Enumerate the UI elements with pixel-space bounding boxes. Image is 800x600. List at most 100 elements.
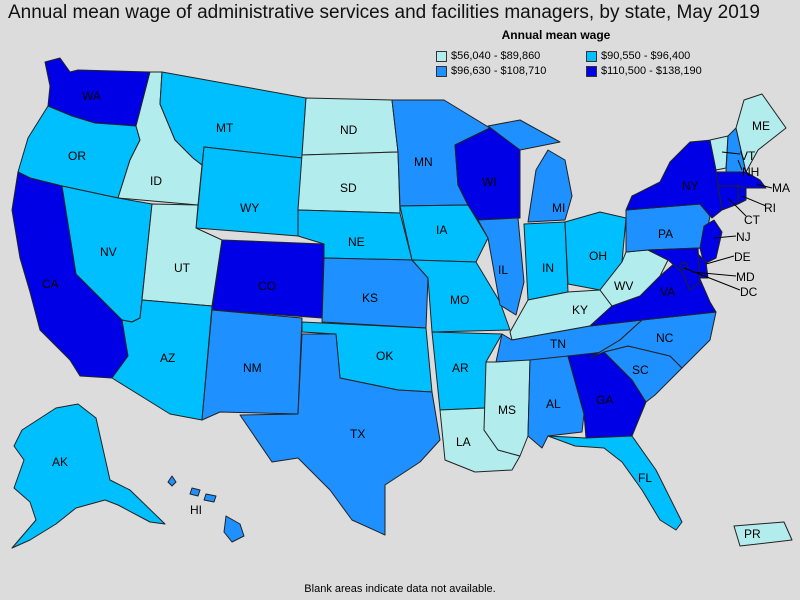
state-label-vt: VT — [740, 149, 756, 163]
state-label-in: IN — [542, 261, 554, 275]
state-nc[interactable] — [589, 311, 717, 369]
state-label-mi: MI — [552, 201, 565, 215]
state-label-ia: IA — [436, 223, 447, 237]
state-label-nh: NH — [742, 165, 759, 179]
leader-line-ri — [741, 195, 767, 207]
state-label-nm: NM — [243, 361, 262, 375]
leader-line-ma — [755, 183, 773, 189]
legend-swatch — [586, 65, 597, 77]
legend-label: $96,630 - $108,710 — [451, 65, 547, 77]
state-label-fl: FL — [638, 471, 652, 485]
leader-line-de — [705, 255, 735, 265]
state-label-la: LA — [456, 435, 471, 449]
state-label-ky: KY — [572, 303, 588, 317]
state-wy[interactable] — [195, 146, 303, 237]
legend-item: $96,630 - $108,710 — [436, 65, 586, 77]
leader-line-md — [691, 271, 737, 277]
leader-line-ct — [727, 197, 747, 217]
state-ia[interactable] — [399, 204, 489, 263]
state-label-il: IL — [498, 263, 508, 277]
state-label-tn: TN — [550, 337, 566, 351]
legend-swatch — [436, 50, 447, 62]
state-label-ma: MA — [772, 181, 790, 195]
state-mo[interactable] — [411, 259, 511, 333]
state-label-me: ME — [752, 119, 770, 133]
state-hi-maui[interactable] — [203, 493, 217, 503]
footnote: Blank areas indicate data not available. — [304, 583, 496, 595]
state-label-co: CO — [258, 279, 276, 293]
state-hi[interactable] — [167, 475, 177, 487]
state-label-oh: OH — [589, 249, 607, 263]
state-label-ut: UT — [174, 261, 191, 275]
state-label-wa: WA — [82, 89, 101, 103]
state-mi-upper[interactable] — [487, 119, 561, 151]
state-ny[interactable] — [625, 139, 723, 219]
legend: Annual mean wage $56,040 - $89,860 $90,5… — [436, 28, 736, 77]
state-ri[interactable] — [737, 185, 747, 205]
state-label-az: AZ — [160, 351, 175, 365]
legend-item: $110,500 - $138,190 — [586, 65, 736, 77]
map-title: Annual mean wage of administrative servi… — [8, 2, 760, 23]
state-label-sc: SC — [632, 363, 649, 377]
state-label-hi: HI — [190, 503, 202, 517]
state-label-ny: NY — [682, 179, 699, 193]
state-label-ga: GA — [596, 393, 613, 407]
state-label-al: AL — [546, 397, 561, 411]
state-label-sd: SD — [340, 181, 357, 195]
state-label-ks: KS — [362, 291, 378, 305]
state-label-mt: MT — [216, 121, 234, 135]
leader-line-vt — [721, 151, 741, 155]
state-label-nj: NJ — [736, 230, 751, 244]
state-label-ok: OK — [376, 349, 393, 363]
state-ak[interactable] — [11, 403, 166, 549]
legend-swatch — [586, 50, 597, 62]
state-label-ar: AR — [452, 361, 469, 375]
state-label-id: ID — [150, 174, 162, 188]
state-label-ms: MS — [498, 403, 516, 417]
state-label-md: MD — [736, 270, 755, 284]
legend-item: $56,040 - $89,860 — [436, 50, 586, 62]
state-label-ca: CA — [42, 277, 59, 291]
legend-swatch — [436, 65, 447, 77]
state-label-mn: MN — [414, 155, 433, 169]
leader-line-nj — [713, 235, 737, 239]
state-label-wy: WY — [240, 201, 259, 215]
state-label-tx: TX — [350, 427, 365, 441]
state-pr[interactable] — [733, 521, 793, 547]
state-label-de: DE — [734, 250, 751, 264]
state-label-nc: NC — [656, 331, 674, 345]
state-il[interactable] — [477, 217, 525, 316]
legend-label: $90,550 - $96,400 — [601, 50, 691, 62]
state-tx[interactable] — [239, 333, 441, 536]
state-label-ne: NE — [348, 235, 365, 249]
state-label-nv: NV — [100, 245, 117, 259]
leader-line-dc — [683, 267, 741, 291]
state-label-wi: WI — [482, 175, 497, 189]
state-ks[interactable] — [321, 257, 429, 329]
state-label-wv: WV — [614, 279, 633, 293]
legend-item: $90,550 - $96,400 — [586, 50, 736, 62]
state-label-pr: PR — [744, 527, 761, 541]
state-label-pa: PA — [658, 227, 673, 241]
legend-title: Annual mean wage — [501, 28, 611, 42]
state-label-nd: ND — [340, 123, 358, 137]
state-label-ri: RI — [764, 201, 776, 215]
state-fl[interactable] — [547, 435, 683, 531]
leader-line-nh — [737, 159, 743, 171]
state-hi-oahu[interactable] — [189, 487, 201, 497]
state-hi-big[interactable] — [223, 515, 245, 543]
state-nm[interactable] — [201, 309, 303, 421]
legend-label: $56,040 - $89,860 — [451, 50, 541, 62]
state-label-dc: DC — [740, 285, 758, 299]
state-md[interactable] — [647, 247, 701, 291]
state-label-ct: CT — [744, 213, 761, 227]
state-nj[interactable] — [699, 219, 723, 265]
legend-label: $110,500 - $138,190 — [601, 65, 702, 77]
state-mi[interactable] — [527, 149, 573, 223]
state-label-ak: AK — [52, 455, 68, 469]
state-label-va: VA — [660, 285, 675, 299]
state-label-mo: MO — [450, 293, 469, 307]
state-dc[interactable] — [680, 262, 688, 270]
state-label-or: OR — [68, 149, 86, 163]
